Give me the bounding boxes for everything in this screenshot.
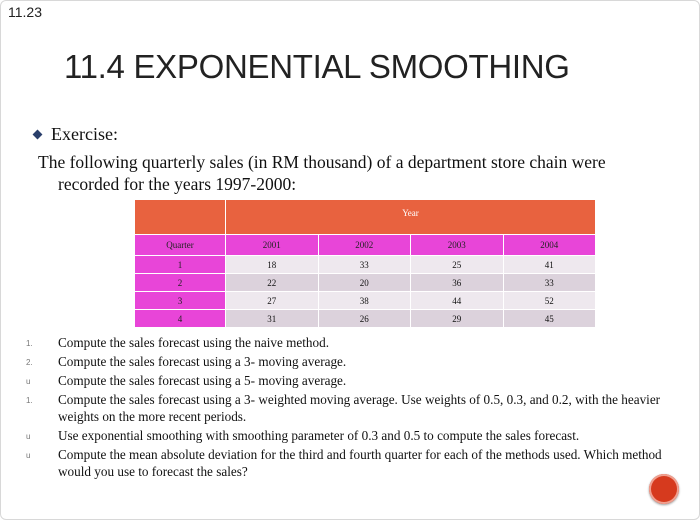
intro-paragraph: The following quarterly sales (in RM tho… [38,151,690,195]
list-marker: 1. [26,339,33,348]
sales-cell: 22 [225,273,319,292]
list-marker: 2. [26,358,33,367]
list-item: 1. Compute the sales forecast using a 3-… [24,391,690,425]
task-text: Use exponential smoothing with smoothing… [58,428,580,443]
sales-cell: 26 [317,309,411,328]
list-item: 1. Compute the sales forecast using the … [24,334,690,351]
record-button[interactable] [649,474,679,504]
list-item: u Use exponential smoothing with smoothi… [24,427,690,444]
year-header: 2004 [502,234,596,256]
quarter-header: Quarter [134,234,226,256]
sales-table: Year Quarter 2001 2002 2003 2004 1 18 33… [134,199,596,328]
task-text: Compute the sales forecast using a 5- mo… [58,373,347,388]
task-text: Compute the sales forecast using a 3- we… [58,392,661,424]
sales-cell: 25 [410,255,504,274]
list-marker: u [26,451,31,460]
year-header: 2002 [317,234,411,256]
quarter-cell: 4 [134,309,226,328]
exercise-heading: Exercise: [32,124,118,145]
sales-cell: 44 [410,291,504,310]
intro-line-2: recorded for the years 1997-2000: [58,174,297,194]
table-row: 3 27 38 44 52 [134,291,596,310]
sales-cell: 27 [225,291,319,310]
task-list: 1. Compute the sales forecast using the … [24,334,690,482]
list-marker: u [26,377,31,386]
quarter-cell: 1 [134,255,226,274]
table-row: 2 22 20 36 33 [134,273,596,292]
sales-cell: 20 [317,273,411,292]
table-group-header-row: Year [134,199,596,235]
year-header: 2003 [410,234,504,256]
sales-cell: 38 [317,291,411,310]
sales-cell: 52 [502,291,596,310]
year-group-header: Year [225,199,596,235]
list-marker: 1. [26,396,33,405]
sales-cell: 36 [410,273,504,292]
table-row: 1 18 33 25 41 [134,255,596,274]
table-column-header-row: Quarter 2001 2002 2003 2004 [134,234,596,256]
table-row: 4 31 26 29 45 [134,309,596,328]
slide-title: 11.4 EXPONENTIAL SMOOTHING [64,48,570,85]
sales-cell: 31 [225,309,319,328]
sales-cell: 29 [410,309,504,328]
sales-cell: 41 [502,255,596,274]
list-marker: u [26,432,31,441]
slide-number: 11.23 [8,4,42,20]
table-corner-cell [134,199,226,235]
sales-cell: 33 [502,273,596,292]
quarter-cell: 2 [134,273,226,292]
list-item: u Compute the mean absolute deviation fo… [24,446,690,480]
task-text: Compute the mean absolute deviation for … [58,447,662,479]
sales-cell: 18 [225,255,319,274]
year-header: 2001 [225,234,319,256]
list-item: 2. Compute the sales forecast using a 3-… [24,353,690,370]
task-text: Compute the sales forecast using a 3- mo… [58,354,347,369]
exercise-label: Exercise: [51,124,118,144]
diamond-bullet-icon [32,129,43,140]
quarter-cell: 3 [134,291,226,310]
sales-cell: 33 [317,255,411,274]
sales-cell: 45 [502,309,596,328]
intro-line-1: The following quarterly sales (in RM tho… [38,152,606,172]
task-text: Compute the sales forecast using the nai… [58,335,330,350]
list-item: u Compute the sales forecast using a 5- … [24,372,690,389]
